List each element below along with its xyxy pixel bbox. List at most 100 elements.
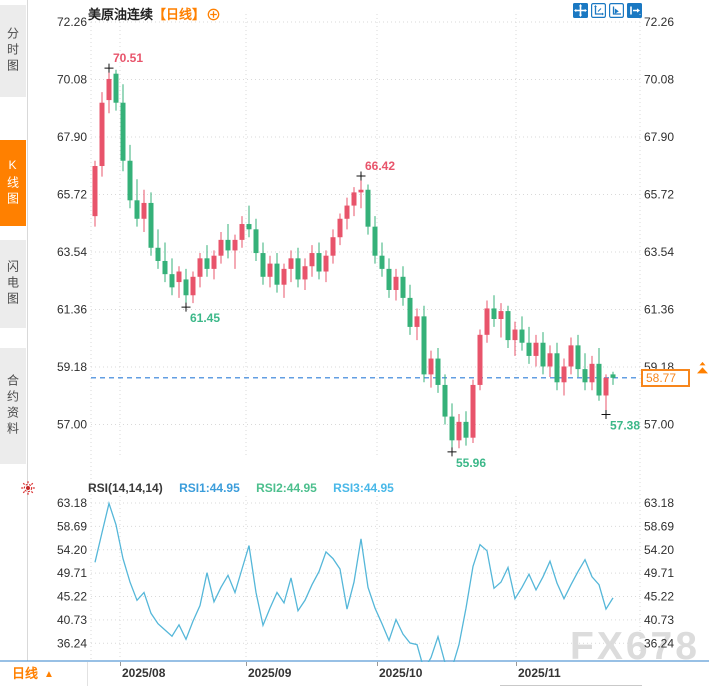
candle-body: [442, 384, 448, 417]
time-axis-bar: 日线 ▲ 2025/08 2025/09 2025/10 2025/11: [0, 662, 709, 687]
extreme-price-annotation: 70.51: [113, 51, 143, 65]
chart-toolbar: [573, 3, 642, 19]
price-axis-label-right: 65.72: [644, 188, 674, 202]
candle-body: [596, 363, 602, 396]
candle-body: [519, 329, 525, 343]
candle-body: [218, 239, 224, 256]
sidebar-tab-time-chart[interactable]: 分时图: [0, 5, 26, 97]
x-axis-tick: [246, 662, 247, 666]
candle-body: [372, 226, 378, 256]
candle-body: [407, 297, 413, 327]
rsi-axis-label-left: 40.73: [57, 613, 87, 627]
price-arrow-marker: [697, 361, 708, 374]
period-selector[interactable]: 日线 ▲: [0, 662, 88, 686]
x-axis-tick: [516, 662, 517, 666]
candle-body: [498, 311, 504, 319]
extreme-price-annotation: 55.96: [456, 456, 486, 470]
candle-body: [603, 377, 609, 396]
extreme-cross-marker: [447, 447, 457, 457]
candle-body: [379, 255, 385, 269]
candle-body: [169, 274, 175, 288]
candle-body: [211, 255, 217, 269]
rsi-axis-label-right: 58.69: [644, 519, 674, 533]
price-axis-label-left: 67.90: [57, 130, 87, 144]
extreme-cross-marker: [356, 171, 366, 181]
x-axis-month-label: 2025/09: [248, 666, 292, 680]
candle-body: [183, 279, 189, 296]
candle-body: [176, 271, 182, 283]
expand-icon[interactable]: [207, 8, 220, 24]
candle-body: [456, 421, 462, 441]
rsi1-value: RSI1:44.95: [179, 481, 240, 495]
price-axis-label-left: 59.18: [57, 360, 87, 374]
candle-body: [260, 253, 266, 277]
candle-body: [316, 253, 322, 272]
rsi-axis-label-left: 63.18: [57, 496, 87, 510]
candle-body: [106, 78, 112, 101]
rsi-axis-label-left: 58.69: [57, 519, 87, 533]
candle-body: [239, 224, 245, 240]
candle-body: [155, 247, 161, 261]
candle-body: [113, 73, 119, 103]
price-axis-label-left: 70.08: [57, 73, 87, 87]
candle-body: [421, 316, 427, 375]
candle-body: [400, 276, 406, 298]
price-axis-label-right: 61.36: [644, 303, 674, 317]
candle-body: [484, 308, 490, 335]
sidebar: 分时图 K线图 闪电图 合约资料: [0, 0, 28, 661]
price-axis-label-right: 72.26: [644, 15, 674, 29]
indicator-settings-icon[interactable]: [20, 480, 36, 496]
candle-body: [470, 384, 476, 438]
candle-body: [267, 263, 273, 277]
candle-body: [323, 255, 329, 272]
sidebar-tab-lightning-chart[interactable]: 闪电图: [0, 240, 26, 328]
candle-body: [330, 237, 336, 256]
candle-body: [92, 166, 98, 217]
sidebar-tab-contract-info[interactable]: 合约资料: [0, 348, 26, 464]
price-axis-label-right: 70.08: [644, 73, 674, 87]
rsi-axis-label-right: 45.22: [644, 590, 674, 604]
rsi-line: [94, 501, 614, 671]
rsi3-value: RSI3:44.95: [333, 481, 394, 495]
extreme-cross-marker: [104, 63, 114, 73]
axis-underline: [500, 685, 642, 686]
rsi-axis-label-right: 63.18: [644, 496, 674, 510]
candle-body: [190, 276, 196, 296]
extreme-price-annotation: 66.42: [365, 159, 395, 173]
candle-body: [463, 421, 469, 438]
current-price-tag: 58.77: [641, 369, 690, 388]
price-axis-label-right: 67.90: [644, 130, 674, 144]
axis-scale-button[interactable]: [609, 3, 625, 19]
candle-body: [344, 205, 350, 219]
candle-body: [358, 189, 364, 193]
pan-crosshair-button[interactable]: [573, 3, 588, 18]
candle-body: [533, 342, 539, 356]
extreme-cross-marker: [601, 409, 611, 419]
rsi2-value: RSI2:44.95: [256, 481, 317, 495]
chart-header: 美原油连续【日线】: [88, 4, 220, 22]
candle-body: [561, 366, 567, 383]
candle-body: [414, 316, 420, 327]
candle-body: [547, 353, 553, 367]
candle-body: [526, 342, 532, 356]
candle-body: [288, 258, 294, 269]
rsi-axis-label-left: 45.22: [57, 590, 87, 604]
candle-body: [120, 102, 126, 161]
candle-body: [309, 253, 315, 267]
price-axis-label-left: 63.54: [57, 245, 87, 259]
rsi-axis-label-left: 36.24: [57, 636, 87, 650]
candle-body: [274, 263, 280, 285]
sidebar-tab-kline-chart[interactable]: K线图: [0, 140, 26, 226]
rsi-axis-label-left: 54.20: [57, 543, 87, 557]
x-axis-tick: [120, 662, 121, 666]
candle-body: [134, 200, 140, 219]
hide-panel-icon: [627, 3, 642, 18]
price-axis-label-left: 72.26: [57, 15, 87, 29]
candle-body: [428, 358, 434, 375]
fit-axes-button[interactable]: [591, 3, 607, 19]
fit-axes-icon: [591, 3, 607, 19]
hide-panel-button[interactable]: [627, 3, 642, 18]
rsi-axis-label-right: 49.71: [644, 566, 674, 580]
candle-body: [295, 258, 301, 280]
